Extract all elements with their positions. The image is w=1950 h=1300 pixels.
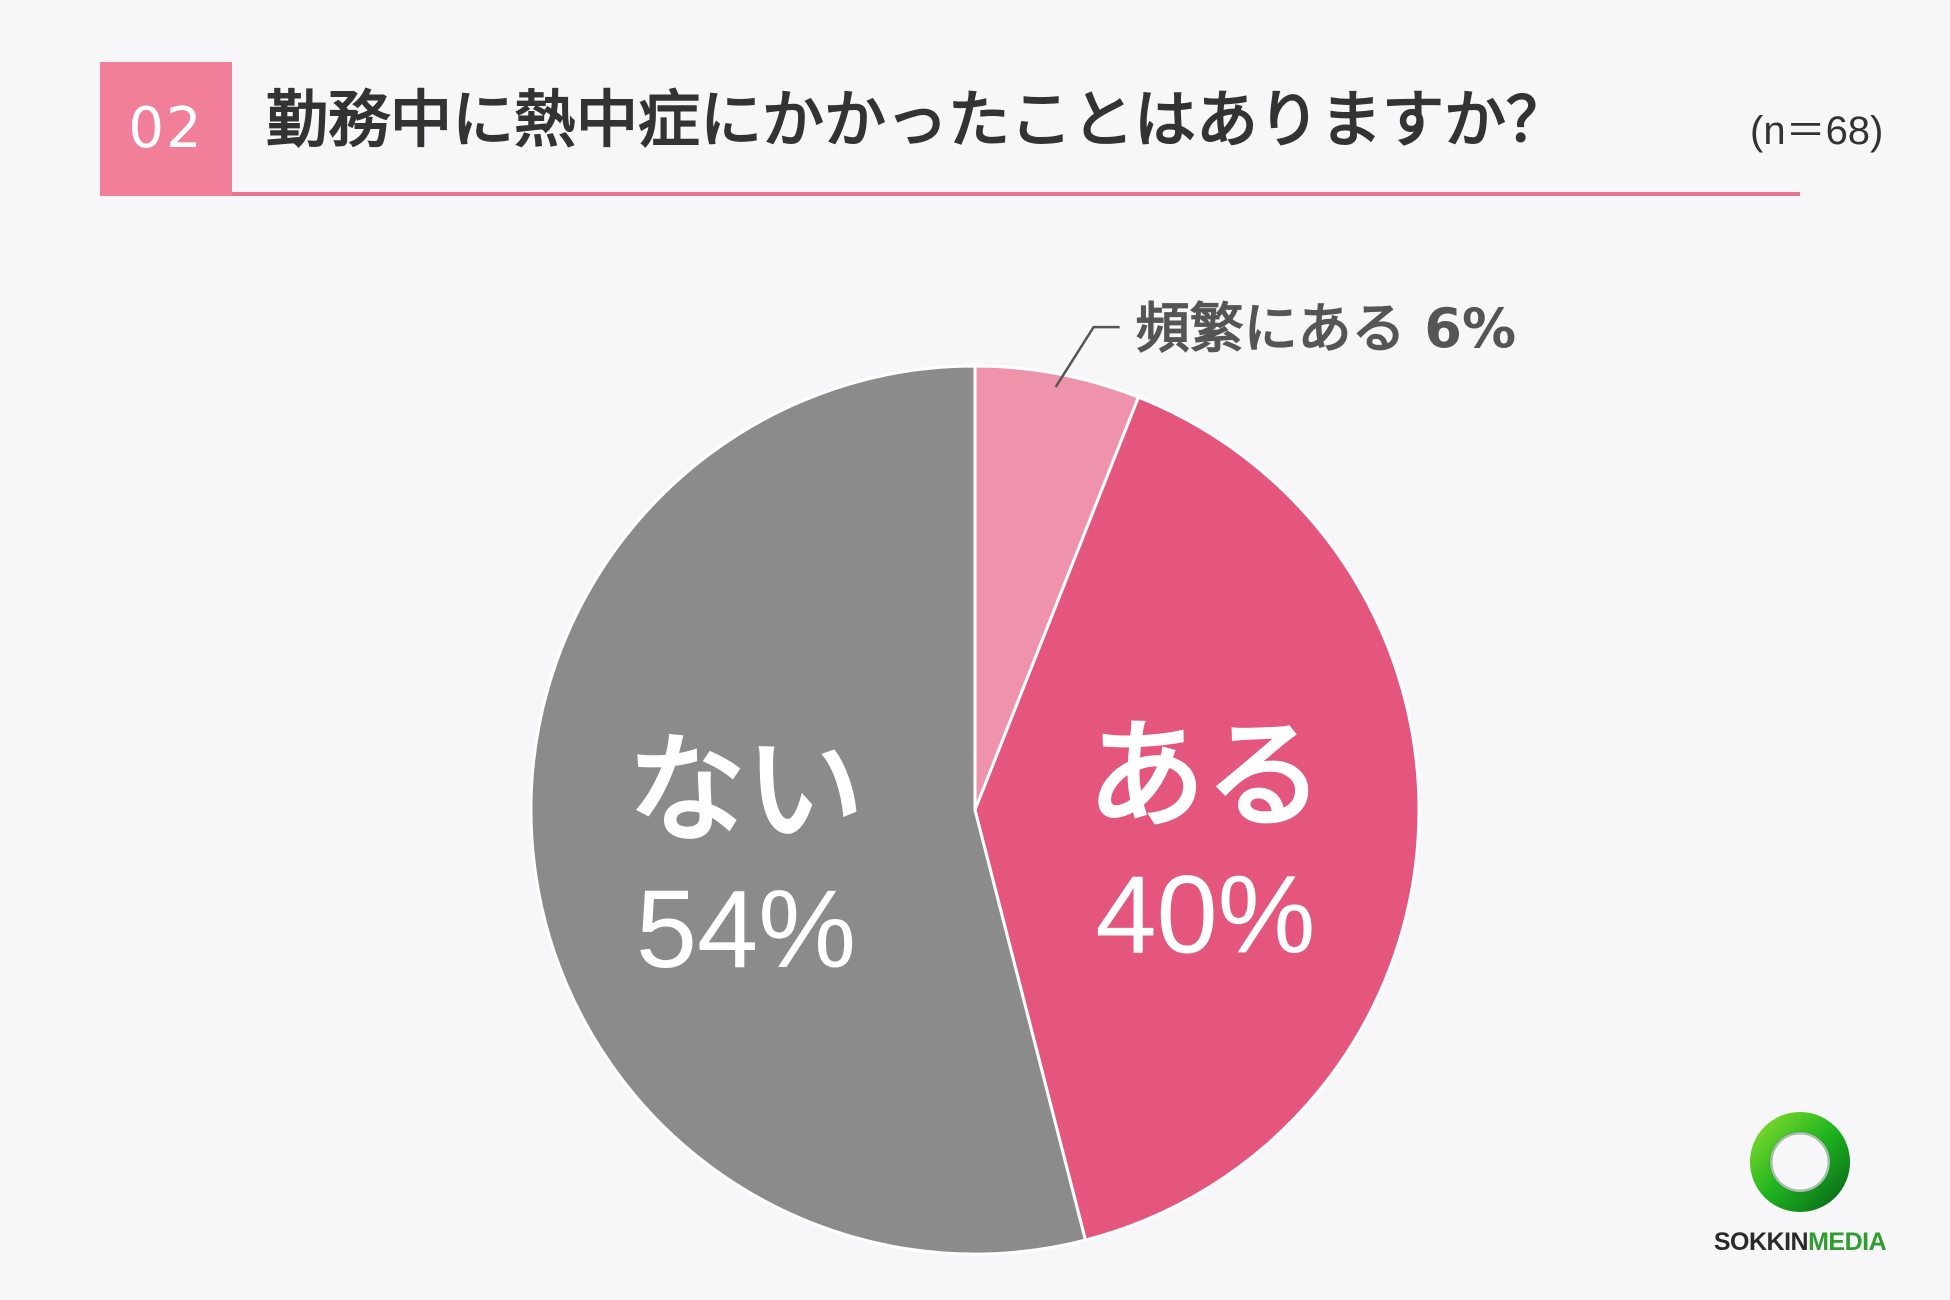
callout-line-0	[1054, 325, 1120, 388]
chart-header: 02 勤務中に熱中症にかかったことはありますか？ (n＝68)	[100, 62, 1883, 196]
chart-title: 勤務中に熱中症にかかったことはありますか？	[266, 83, 1569, 156]
pie-slice-0	[973, 364, 1140, 812]
slice-name-1: ある	[1087, 706, 1323, 844]
logo-ring-icon	[1750, 1112, 1850, 1212]
logo-text-sokkin: SOKKIN	[1713, 1228, 1809, 1256]
slice-label-0: 頻繁にある 6%	[1136, 297, 1516, 360]
question-number-badge: 02	[100, 62, 232, 196]
sokkin-media-logo: SOKKINMEDIA	[1690, 1110, 1910, 1260]
logo-text-media: MEDIA	[1808, 1228, 1887, 1256]
logo-wordmark: SOKKINMEDIA	[1690, 1228, 1910, 1257]
sample-size-label: (n＝68)	[1750, 109, 1884, 153]
slice-value-2: 54%	[636, 868, 856, 991]
slice-name-2: ない	[628, 721, 864, 859]
pie-slice-1	[973, 395, 1421, 1242]
slice-value-1: 40%	[1095, 853, 1315, 976]
pie-slice-2	[529, 364, 1087, 1256]
